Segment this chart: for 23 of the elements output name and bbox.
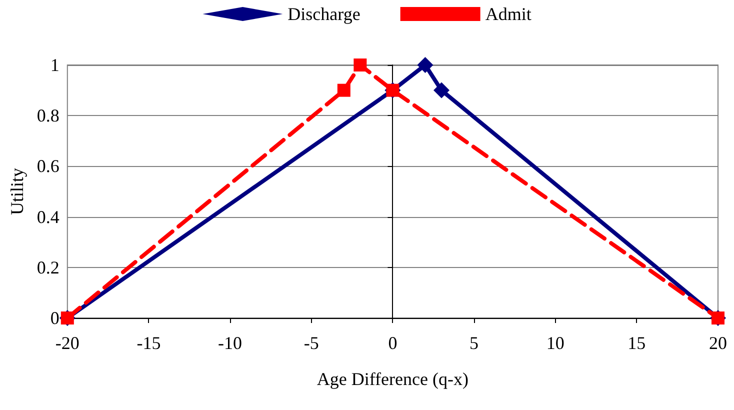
y-axis-title: Utility — [7, 168, 27, 216]
y-tick-label: 0.4 — [36, 206, 60, 227]
x-tick-label: -5 — [304, 333, 319, 353]
legend-label: Admit — [485, 4, 532, 24]
x-tick-label: 5 — [470, 333, 479, 353]
y-tick-label: 1 — [50, 55, 60, 75]
point — [417, 57, 434, 73]
y-tick-label: 0.2 — [36, 257, 60, 278]
x-tick-label: 15 — [628, 333, 646, 353]
x-tick-label: -20 — [55, 333, 80, 353]
x-tick-label: -15 — [136, 333, 161, 353]
y-tick-label: 0.6 — [36, 156, 60, 176]
x-tick-label: -10 — [218, 333, 242, 353]
y-tick-label: 0 — [50, 308, 60, 328]
point — [433, 82, 450, 98]
x-axis-title: Age Difference (q-x) — [316, 369, 468, 389]
point — [337, 84, 350, 97]
y-tick-label: 0.8 — [36, 106, 60, 126]
x-tick-label: 20 — [709, 333, 727, 353]
point — [354, 58, 367, 72]
legend-label: Discharge — [288, 4, 360, 24]
x-tick-label: 0 — [388, 333, 398, 353]
x-tick-label: 10 — [546, 333, 564, 353]
